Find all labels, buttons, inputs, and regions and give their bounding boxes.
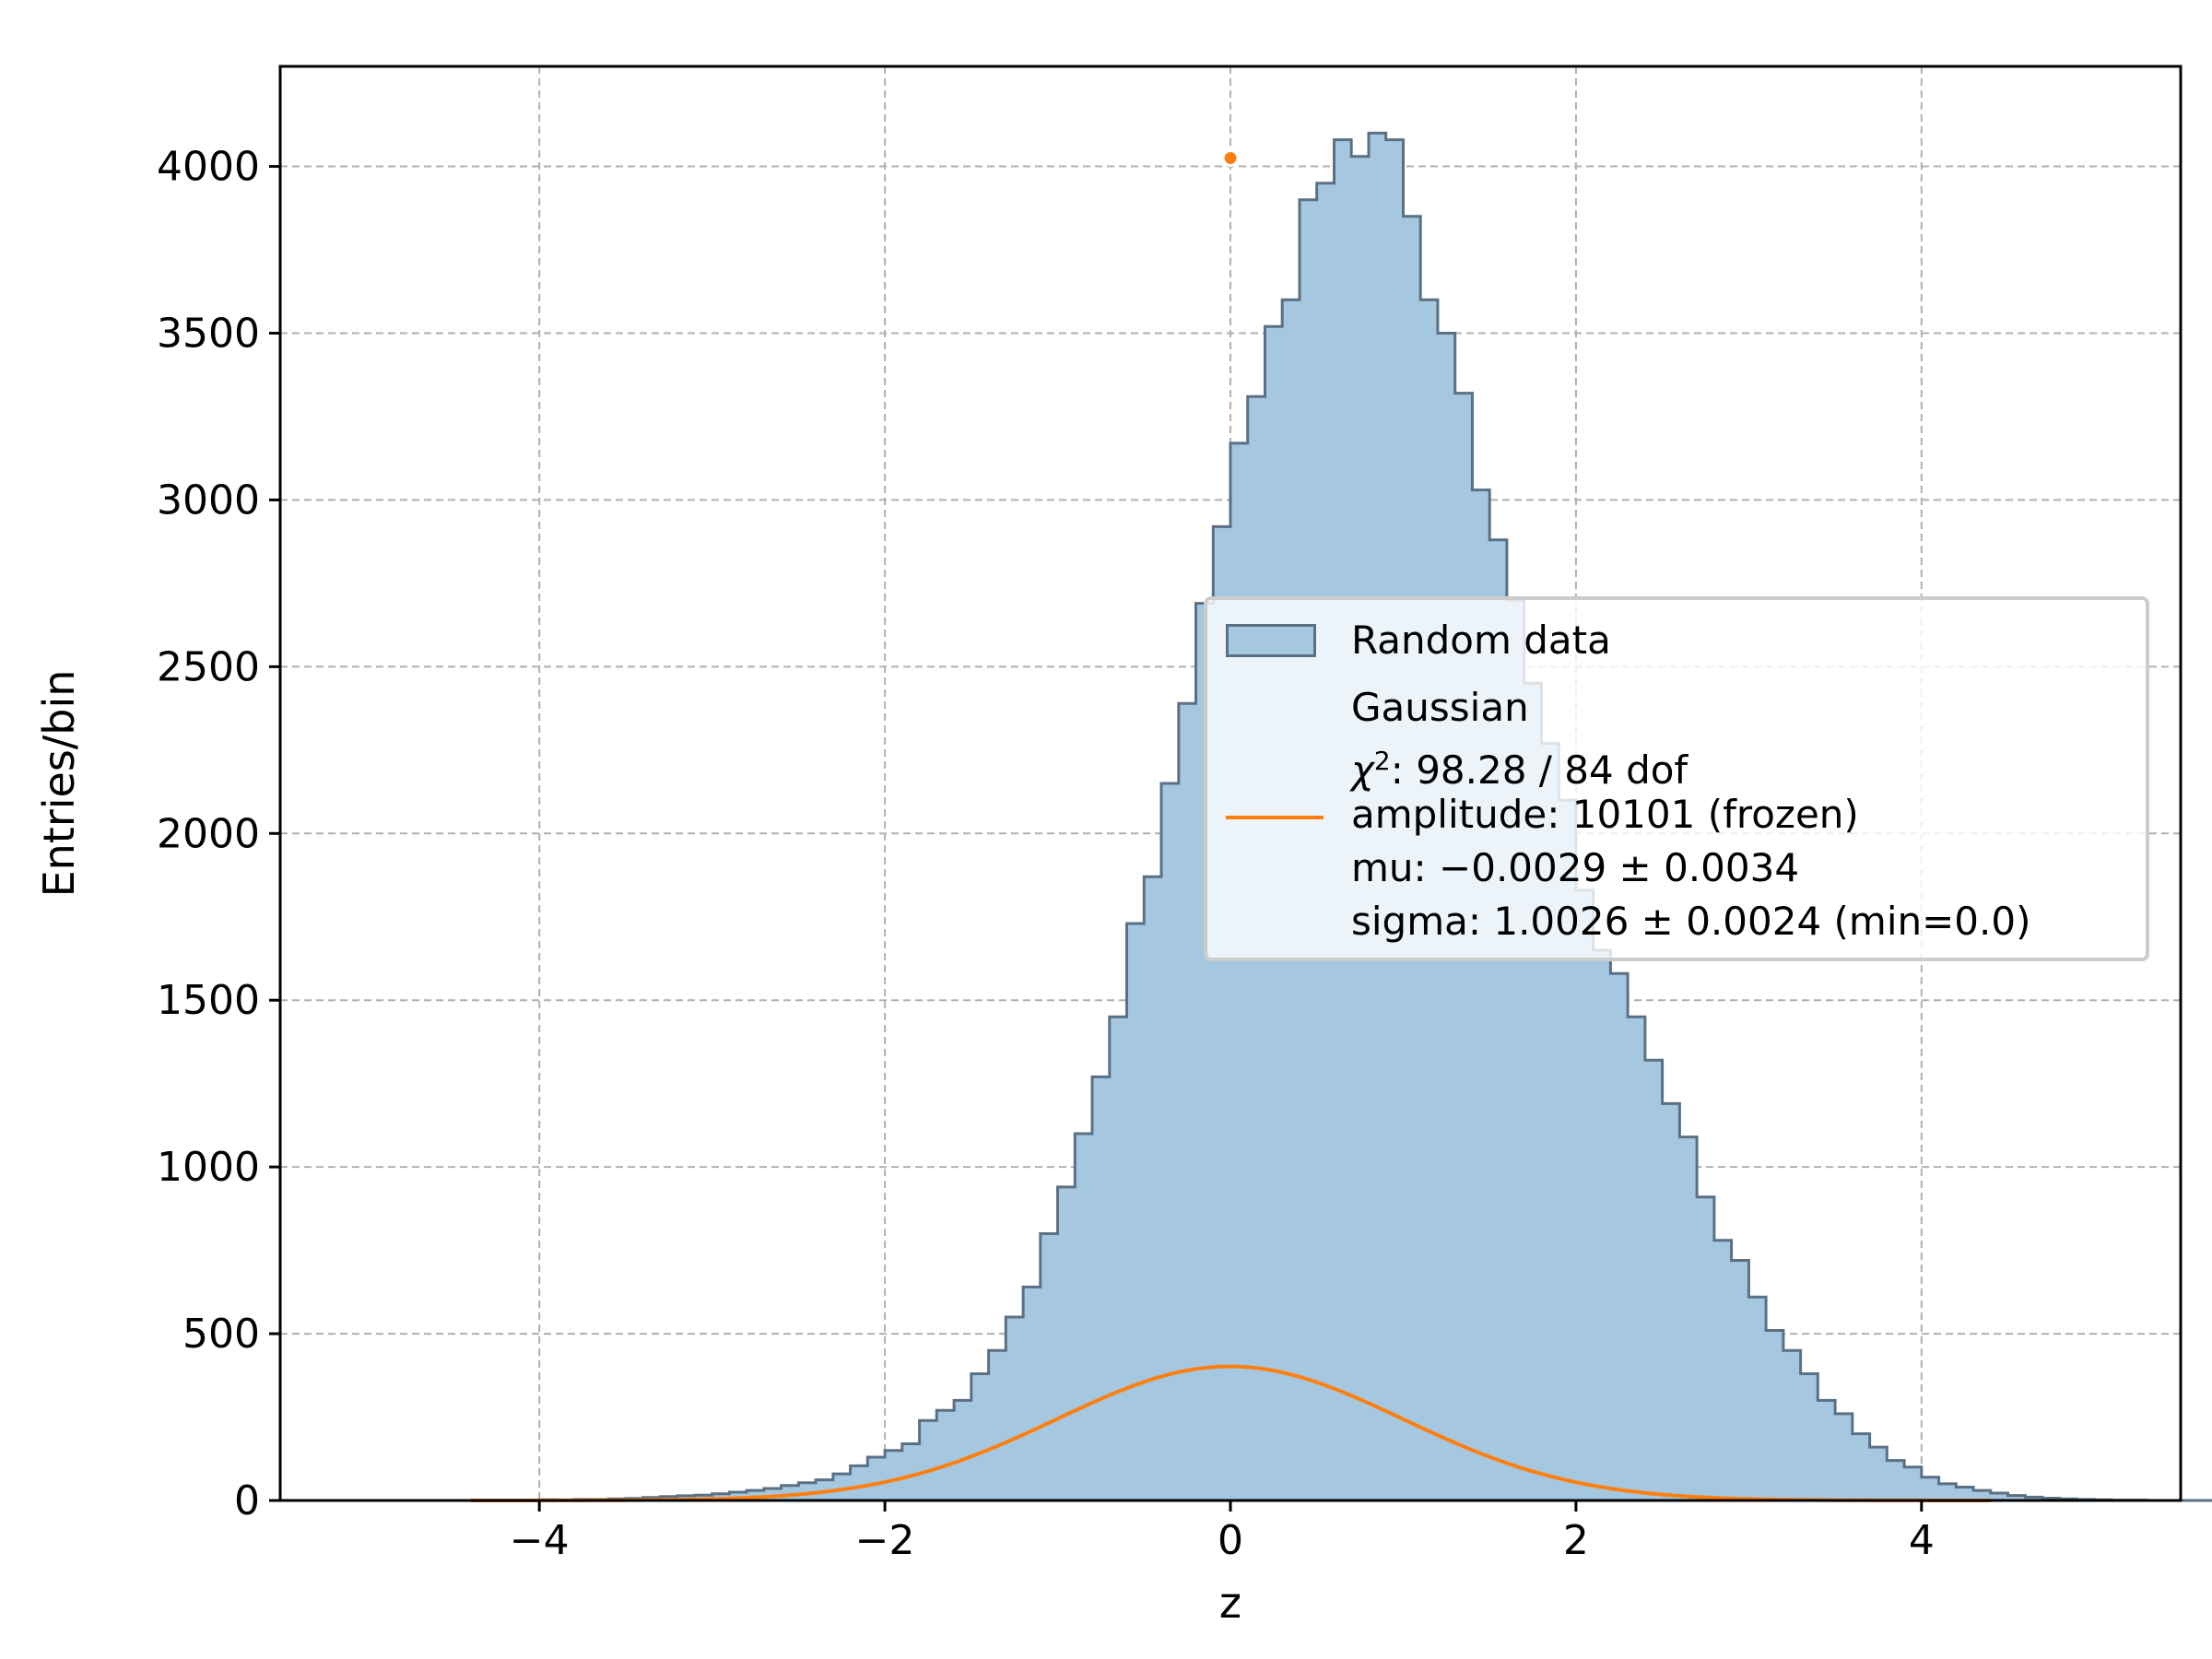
y-tick-label: 4000 xyxy=(157,144,260,191)
histogram-bar xyxy=(747,1490,765,1500)
histogram-bar xyxy=(1990,1493,2009,1500)
y-tick-label: 2000 xyxy=(157,810,260,857)
histogram-outline xyxy=(453,131,2212,1502)
histogram-bar xyxy=(1144,877,1162,1500)
histogram-bar xyxy=(1610,973,1629,1500)
gaussian-fit-curve xyxy=(470,1364,1991,1502)
histogram-bar xyxy=(1783,1350,1802,1500)
legend-fit-title: Gaussian xyxy=(1351,685,1529,730)
histogram-bar xyxy=(1006,1316,1024,1500)
histogram-bar xyxy=(1057,1186,1076,1500)
chi2-value: : 98.28 / 84 dof xyxy=(1390,747,1688,793)
x-tick-label: −2 xyxy=(855,1517,915,1564)
histogram-bar xyxy=(1161,783,1180,1500)
histogram-bar xyxy=(1040,1233,1059,1500)
histogram-bar xyxy=(2025,1497,2043,1500)
histogram-bar xyxy=(832,1474,852,1500)
histogram-bar xyxy=(1697,1196,1715,1500)
histogram-bar xyxy=(971,1373,990,1500)
histogram-bar xyxy=(954,1400,972,1500)
histogram-bar xyxy=(1956,1487,1974,1500)
y-tick-label: 500 xyxy=(182,1311,260,1358)
y-tick-label: 3000 xyxy=(157,477,260,524)
legend-amplitude: amplitude: 10101 (frozen) xyxy=(1351,792,1859,837)
histogram-bar xyxy=(1766,1330,1784,1500)
x-tick-label: −4 xyxy=(510,1517,570,1564)
peak-marker xyxy=(1221,149,1240,168)
histogram-bar xyxy=(919,1420,937,1500)
histogram-bar xyxy=(885,1450,903,1500)
legend-fit-line-swatch xyxy=(1226,816,1324,819)
histogram-bar xyxy=(1869,1447,1888,1500)
histogram-bar xyxy=(1662,1103,1680,1500)
chi-symbol: χ xyxy=(1351,747,1374,793)
y-tick-label: 1500 xyxy=(157,977,260,1024)
histogram-bar xyxy=(1731,1260,1749,1500)
x-axis-label: z xyxy=(1219,1578,1241,1628)
histogram-bar xyxy=(1973,1490,1992,1500)
histogram-bar xyxy=(988,1350,1006,1500)
histogram-bar xyxy=(1644,1060,1664,1500)
histogram-bar xyxy=(1126,923,1145,1500)
y-tick-label: 3500 xyxy=(157,310,260,357)
histogram-bar xyxy=(1075,1133,1093,1500)
histogram-bar xyxy=(1092,1077,1111,1500)
histogram-bar xyxy=(1921,1477,1940,1500)
y-tick-label: 0 xyxy=(234,1477,260,1524)
legend-histogram-swatch xyxy=(1226,624,1316,657)
histogram-bar xyxy=(1713,1240,1733,1500)
histogram-bar xyxy=(1559,800,1577,1500)
histogram-bar xyxy=(867,1456,886,1500)
fit-curve-layer xyxy=(470,149,1991,1502)
histogram-bar xyxy=(2007,1495,2026,1500)
legend-histogram-label: Random data xyxy=(1351,618,1611,663)
histogram-bar xyxy=(1852,1433,1871,1500)
histogram-bar xyxy=(1109,1017,1128,1500)
histogram-bar xyxy=(901,1443,921,1500)
histogram-bar xyxy=(1887,1460,1905,1500)
x-tick-label: 0 xyxy=(1218,1517,1243,1564)
histogram-bar xyxy=(1178,703,1197,1500)
histogram-bar xyxy=(1575,889,1594,1500)
histogram-bar xyxy=(850,1465,868,1500)
legend-sigma: sigma: 1.0026 ± 0.0024 (min=0.0) xyxy=(1351,899,2031,944)
histogram-bar xyxy=(1628,1017,1646,1500)
histogram-bar xyxy=(936,1410,955,1500)
histogram-bar xyxy=(1593,949,1611,1500)
chi-exponent: 2 xyxy=(1373,746,1391,776)
histogram-bar xyxy=(1679,1136,1698,1500)
histogram-bar xyxy=(1835,1413,1853,1500)
y-axis-label: Entries/bin xyxy=(34,670,84,898)
y-tick-label: 2500 xyxy=(157,643,260,690)
legend: Random data Gaussian χ2: 98.28 / 84 dof … xyxy=(1204,596,2149,961)
histogram-bar xyxy=(1818,1400,1836,1500)
legend-mu: mu: −0.0029 ± 0.0034 xyxy=(1351,845,1800,890)
x-tick-label: 2 xyxy=(1563,1517,1589,1564)
y-tick-label: 1000 xyxy=(157,1144,260,1191)
axis-ticks: −4 −2 0 2 4 0 500 1000 1500 2000 2500 3000 3500 4000 xyxy=(157,144,1935,1564)
histogram-bar xyxy=(1800,1373,1818,1500)
histogram-bar xyxy=(1748,1297,1767,1500)
histogram-bar xyxy=(1023,1287,1041,1500)
x-tick-label: 4 xyxy=(1909,1517,1935,1564)
histogram-bar xyxy=(798,1482,817,1500)
histogram-bar xyxy=(1904,1466,1923,1500)
legend-chi2: χ2: 98.28 / 84 dof xyxy=(1351,739,1688,793)
histogram-bar xyxy=(1938,1483,1957,1500)
